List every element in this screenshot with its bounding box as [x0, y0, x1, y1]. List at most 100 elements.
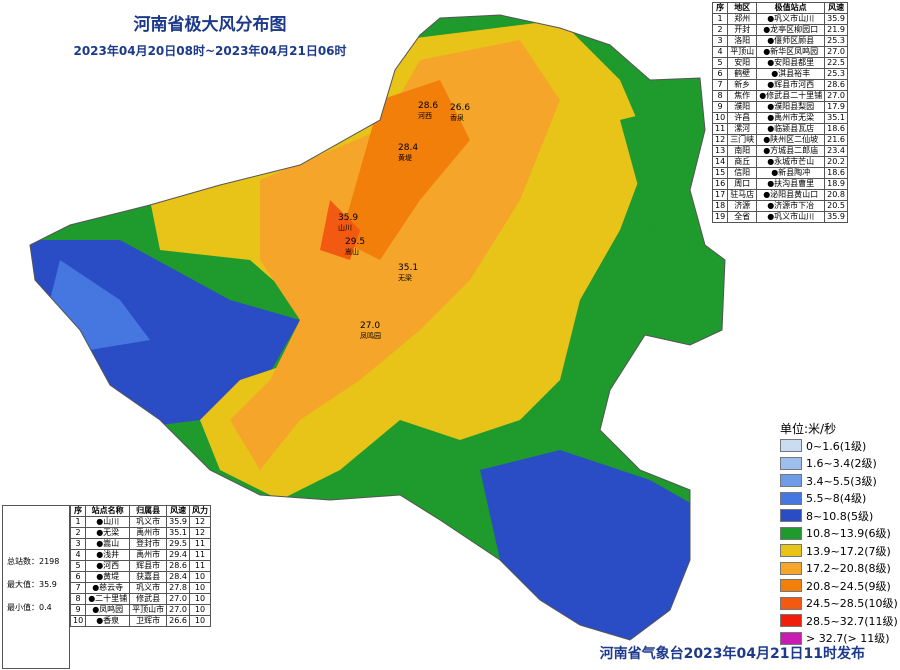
- cell: 焦作: [727, 90, 758, 102]
- cell: 辉县市: [129, 560, 168, 572]
- legend-item: 0~1.6(1级): [780, 437, 898, 455]
- legend-swatch: [780, 474, 802, 488]
- station-table: 序站点名称 归属县 风速 风力 1 ●山川 巩义市 35.9 12 2 ●无梁 禹州市 35.1 12 3 ●…: [69, 505, 211, 627]
- cell: 35.1: [824, 112, 848, 124]
- cell: 巩义市: [129, 516, 168, 528]
- cell: ●永城市芒山: [756, 156, 826, 168]
- map-value: 27.0: [360, 321, 380, 331]
- cell: 12: [188, 527, 211, 539]
- cell: 漯河: [727, 123, 758, 135]
- cell: 获嘉县: [129, 571, 168, 583]
- legend-unit: 单位:米/秒: [780, 422, 837, 436]
- cell: ●浅井: [85, 549, 131, 561]
- cell: 15: [711, 167, 729, 179]
- map-value: 35.9: [338, 213, 358, 223]
- cell: 8: [69, 593, 87, 605]
- cell: 22.5: [824, 57, 848, 69]
- cell: 6: [711, 68, 729, 80]
- cell: 11: [188, 549, 211, 561]
- row: 9 ●凤鸣园 平顶山市 27.0 10: [69, 604, 211, 616]
- legend-label: 1.6~3.4(2级): [806, 457, 877, 471]
- cell: 25.3: [824, 35, 848, 47]
- map-value: 28.6: [418, 101, 438, 111]
- row: 16 周口 ●扶沟县曹里 18.9: [711, 178, 848, 190]
- cell: ●临颍县瓦店: [756, 123, 826, 135]
- legend-label: 3.4~5.5(3级): [806, 474, 877, 488]
- cell: ●无梁: [85, 527, 131, 539]
- legend-swatch: [780, 526, 802, 540]
- cell: 郑州: [727, 13, 758, 25]
- row: 2 ●无梁 禹州市 35.1 12: [69, 527, 211, 539]
- cell: ●偃师区顾县: [756, 35, 826, 47]
- row: 3 ●嵩山 登封市 29.5 11: [69, 538, 211, 550]
- row: 6 鹤壁 ●淇县裕丰 25.3: [711, 68, 848, 80]
- row: 19 全省 ●巩义市山川 35.9: [711, 211, 848, 223]
- cell: 35.9: [166, 516, 190, 528]
- cell: ●新华区凤鸣园: [756, 46, 826, 58]
- cell: ●慈云寺: [85, 582, 131, 594]
- cell: 35.9: [824, 13, 848, 25]
- cell: 濮阳: [727, 101, 758, 113]
- cell: ●修武县二十里铺: [756, 90, 826, 102]
- legend-label: 5.5~8(4级): [806, 492, 867, 506]
- cell: 17: [711, 189, 729, 201]
- cell: 12: [711, 134, 729, 146]
- row: 8 焦作 ●修武县二十里铺 27.0: [711, 90, 848, 102]
- cell: 7: [711, 79, 729, 91]
- cell: ●济源市下冶: [756, 200, 826, 212]
- cell: 35.9: [824, 211, 848, 223]
- cell: 商丘: [727, 156, 758, 168]
- row: 10 许昌 ●禹州市无梁 35.1: [711, 112, 848, 124]
- header-row: 序地区 极值站点 风速: [711, 2, 848, 14]
- cell: 28.4: [166, 571, 190, 583]
- map-station: 嵩山: [345, 247, 359, 256]
- cell: 10: [188, 593, 211, 605]
- cell: ●新县陶冲: [756, 167, 826, 179]
- cell: 10: [188, 582, 211, 594]
- header-cell: 极值站点: [756, 2, 826, 14]
- cell: ●方城县二郎庙: [756, 145, 826, 157]
- cell: 洛阳: [727, 35, 758, 47]
- cell: 修武县: [129, 593, 168, 605]
- legend-item: 3.4~5.5(3级): [780, 472, 898, 490]
- cell: 18: [711, 200, 729, 212]
- stat: 最小值：0.4: [7, 603, 52, 612]
- legend-item: > 32.7(> 11级): [780, 630, 898, 648]
- header-cell: 风力: [188, 505, 211, 517]
- cell: 信阳: [727, 167, 758, 179]
- cell: 1: [711, 13, 729, 25]
- region-table-wrap: 序地区 极值站点 风速 1 郑州 ●巩义市山川 35.9 2 开封 ●龙亭区柳园口 21.9 3 洛阳 ●…: [711, 2, 848, 223]
- header-cell: 序: [69, 505, 87, 517]
- cell: 20.2: [824, 156, 848, 168]
- legend-label: 10.8~13.9(6级): [806, 527, 891, 541]
- cell: 驻马店: [727, 189, 758, 201]
- map-station: 凤鸣园: [360, 331, 381, 340]
- cell: 6: [69, 571, 87, 583]
- row: 2 开封 ●龙亭区柳园口 21.9: [711, 24, 848, 36]
- cell: 新乡: [727, 79, 758, 91]
- legend-item: 8~10.8(5级): [780, 507, 898, 525]
- cell: ●濮阳县梨园: [756, 101, 826, 113]
- cell: 5: [69, 560, 87, 572]
- map-station: 无梁: [398, 273, 412, 282]
- legend-swatch: [780, 491, 802, 505]
- cell: 27.0: [824, 90, 848, 102]
- cell: ●安阳县都里: [756, 57, 826, 69]
- cell: 20.8: [824, 189, 848, 201]
- cell: 29.4: [166, 549, 190, 561]
- title: 河南省极大风分布图: [134, 14, 287, 35]
- cell: ●巩义市山川: [756, 13, 826, 25]
- cell: 济源: [727, 200, 758, 212]
- map-value: 28.4: [398, 143, 418, 153]
- cell: 12: [188, 516, 211, 528]
- legend-swatch: [780, 596, 802, 610]
- row: 1 ●山川 巩义市 35.9 12: [69, 516, 211, 528]
- cell: 安阳: [727, 57, 758, 69]
- legend-label: 8~10.8(5级): [806, 509, 874, 523]
- row: 9 濮阳 ●濮阳县梨园 17.9: [711, 101, 848, 113]
- cell: ●黄堤: [85, 571, 131, 583]
- cell: 27.0: [824, 46, 848, 58]
- header-row: 序站点名称 归属县 风速 风力: [69, 505, 211, 517]
- cell: 13: [711, 145, 729, 157]
- legend-label: 13.9~17.2(7级): [806, 544, 891, 558]
